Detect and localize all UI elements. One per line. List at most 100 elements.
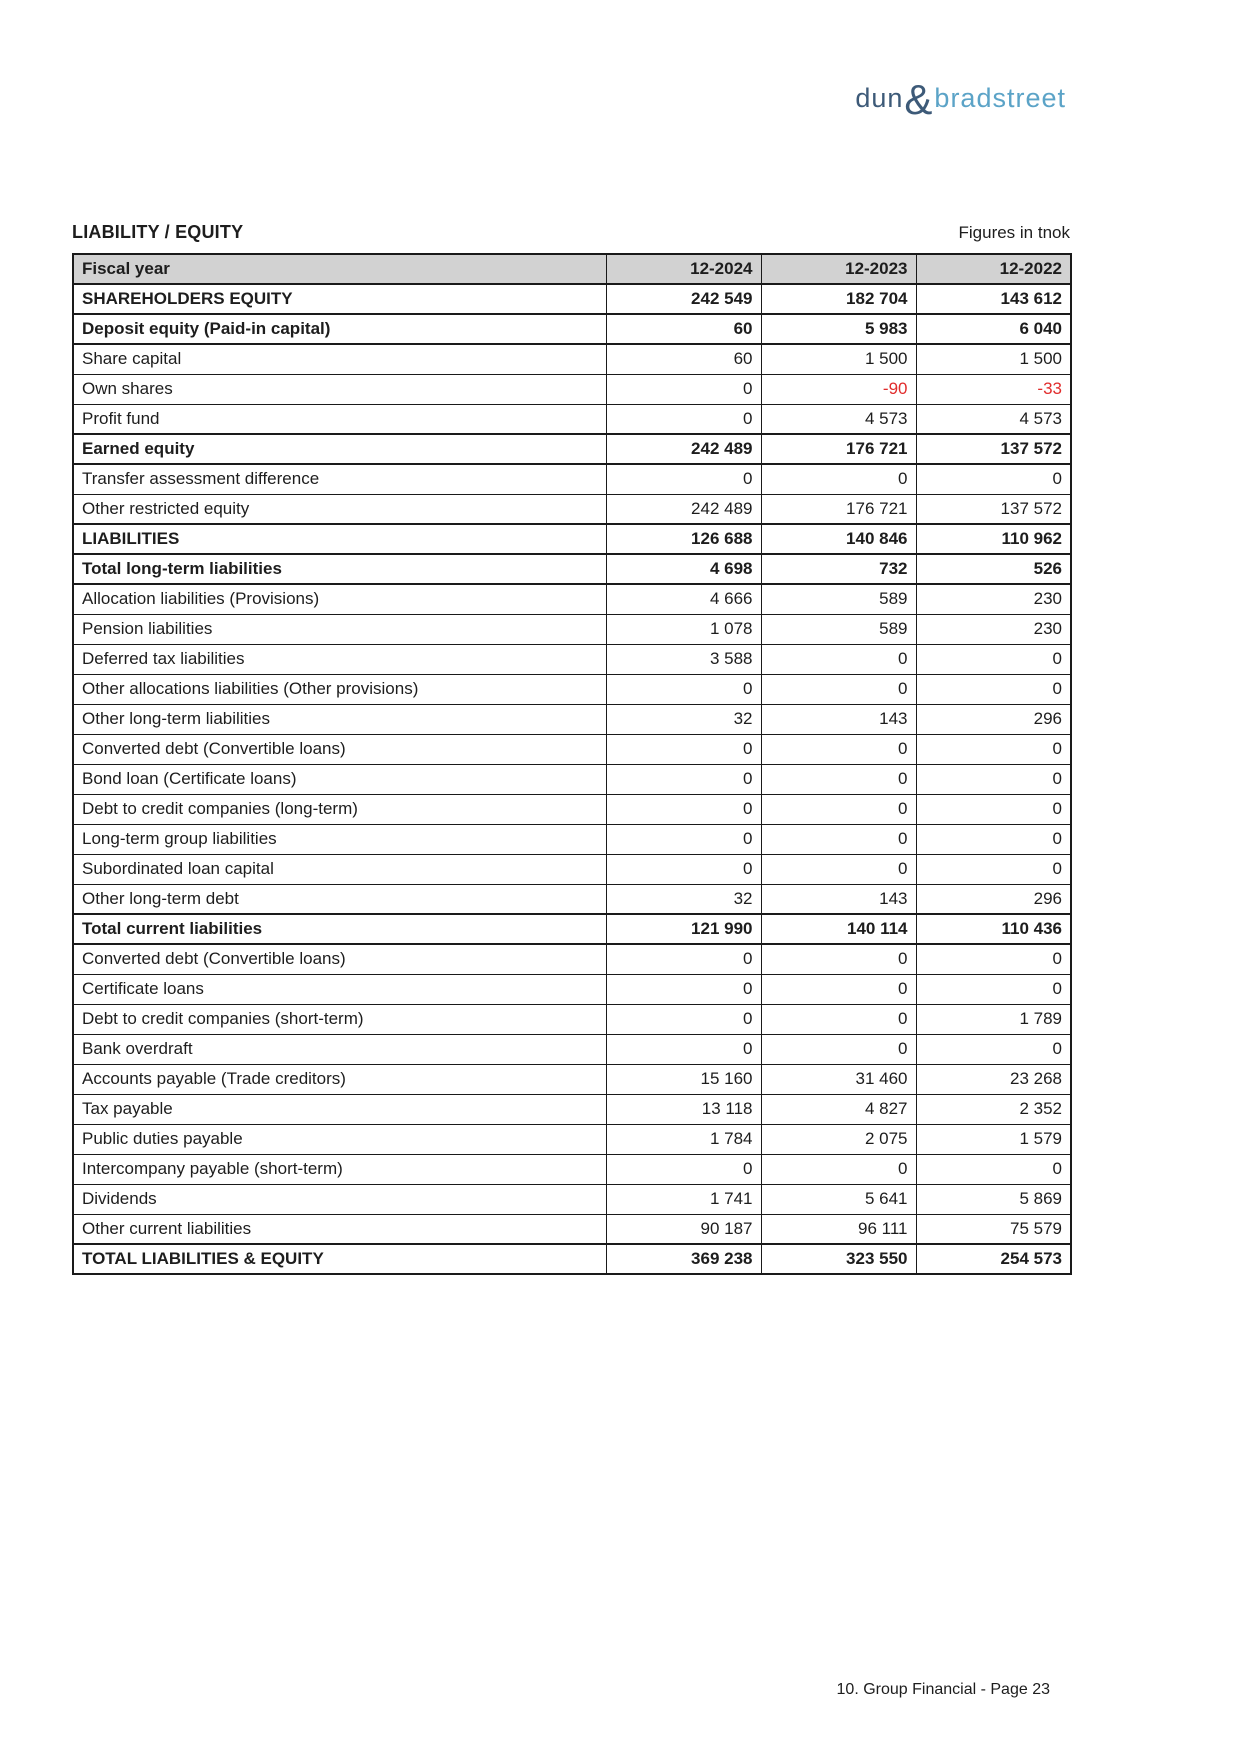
row-label: Transfer assessment difference: [72, 463, 607, 495]
row-label: Converted debt (Convertible loans): [72, 943, 607, 975]
table-row: Profit fund 0 4 573 4 573: [72, 403, 1072, 435]
row-value: 0: [760, 973, 917, 1005]
row-label: Pension liabilities: [72, 613, 607, 645]
row-value: 0: [915, 943, 1072, 975]
row-value: 1 500: [760, 343, 917, 375]
row-value: 0: [915, 733, 1072, 765]
row-value: 4 698: [605, 553, 762, 585]
table-row: Public duties payable 1 784 2 075 1 579: [72, 1123, 1072, 1155]
row-label: TOTAL LIABILITIES & EQUITY: [72, 1243, 607, 1275]
row-value: -90: [760, 373, 917, 405]
row-value: 0: [760, 463, 917, 495]
row-value: 1 784: [605, 1123, 762, 1155]
row-value: 5 869: [915, 1183, 1072, 1215]
row-value: 0: [605, 793, 762, 825]
row-value: 182 704: [760, 283, 917, 315]
table-row: Long-term group liabilities 0 0 0: [72, 823, 1072, 855]
row-value: 254 573: [915, 1243, 1072, 1275]
row-value: 0: [605, 973, 762, 1005]
row-value: 0: [760, 943, 917, 975]
row-value: 0: [915, 463, 1072, 495]
row-value: 1 789: [915, 1003, 1072, 1035]
row-value: 0: [605, 823, 762, 855]
table-row: Total long-term liabilities 4 698 732 526: [72, 553, 1072, 585]
logo-ampersand-icon: &: [904, 76, 934, 123]
table-row: Other long-term liabilities 32 143 296: [72, 703, 1072, 735]
table-row: Bank overdraft 0 0 0: [72, 1033, 1072, 1065]
table-row: Debt to credit companies (short-term) 0 0 1…: [72, 1003, 1072, 1035]
row-label: Other allocations liabilities (Other pro…: [72, 673, 607, 705]
table-row: Bond loan (Certificate loans) 0 0 0: [72, 763, 1072, 795]
table-header-row: Fiscal year 12-2024 12-2023 12-2022: [72, 253, 1072, 285]
logo-text-bradstreet: bradstreet: [934, 83, 1066, 113]
row-label: Subordinated loan capital: [72, 853, 607, 885]
table-row: Deferred tax liabilities 3 588 0 0: [72, 643, 1072, 675]
row-value: 143 612: [915, 283, 1072, 315]
row-value: 1 741: [605, 1183, 762, 1215]
row-value: 0: [605, 1033, 762, 1065]
row-value: 0: [605, 943, 762, 975]
row-value: 0: [915, 823, 1072, 855]
row-value: 1 078: [605, 613, 762, 645]
table-row: Tax payable 13 118 4 827 2 352: [72, 1093, 1072, 1125]
row-label: Bond loan (Certificate loans): [72, 763, 607, 795]
row-value: 15 160: [605, 1063, 762, 1095]
row-value: 2 352: [915, 1093, 1072, 1125]
financial-table: Fiscal year 12-2024 12-2023 12-2022 SHAREH…: [72, 253, 1072, 1275]
row-value: 32: [605, 703, 762, 735]
table-row: Own shares 0 -90 -33: [72, 373, 1072, 405]
row-label: Certificate loans: [72, 973, 607, 1005]
row-value: 0: [915, 1033, 1072, 1065]
table-row: Converted debt (Convertible loans) 0 0 0: [72, 733, 1072, 765]
row-value: 110 436: [915, 913, 1072, 945]
table-row: Other allocations liabilities (Other pro…: [72, 673, 1072, 705]
year-column-header: 12-2024: [605, 253, 762, 285]
title-bar: LIABILITY / EQUITY Figures in tnok: [72, 222, 1070, 243]
table-row: Other restricted equity 242 489 176 721 137…: [72, 493, 1072, 525]
row-value: 5 641: [760, 1183, 917, 1215]
row-value: 0: [760, 643, 917, 675]
row-label: Intercompany payable (short-term): [72, 1153, 607, 1185]
row-label: Debt to credit companies (short-term): [72, 1003, 607, 1035]
row-value: 0: [915, 1153, 1072, 1185]
footer-page-label: 10. Group Financial - Page 23: [836, 1681, 1050, 1698]
row-value: 242 489: [605, 433, 762, 465]
table-row: Subordinated loan capital 0 0 0: [72, 853, 1072, 885]
row-value: 60: [605, 313, 762, 345]
row-value: 96 111: [760, 1213, 917, 1245]
table-row: Other long-term debt 32 143 296: [72, 883, 1072, 915]
row-value: 589: [760, 613, 917, 645]
row-label: SHAREHOLDERS EQUITY: [72, 283, 607, 315]
row-value: 140 114: [760, 913, 917, 945]
row-value: 137 572: [915, 433, 1072, 465]
row-value: 110 962: [915, 523, 1072, 555]
row-value: 0: [760, 673, 917, 705]
table-row: SHAREHOLDERS EQUITY 242 549 182 704 143 612: [72, 283, 1072, 315]
row-label: Own shares: [72, 373, 607, 405]
row-value: 0: [760, 793, 917, 825]
table-row: Share capital 60 1 500 1 500: [72, 343, 1072, 375]
table-container: Fiscal year 12-2024 12-2023 12-2022 SHAREH…: [72, 253, 1072, 1275]
row-label: Total long-term liabilities: [72, 553, 607, 585]
row-value: 0: [915, 973, 1072, 1005]
row-value: 4 573: [760, 403, 917, 435]
row-value: 140 846: [760, 523, 917, 555]
row-value: 137 572: [915, 493, 1072, 525]
row-label: Other long-term liabilities: [72, 703, 607, 735]
table-row: Transfer assessment difference 0 0 0: [72, 463, 1072, 495]
table-row: Deposit equity (Paid-in capital) 60 5 983 6…: [72, 313, 1072, 345]
table-row: Other current liabilities 90 187 96 111 75 …: [72, 1213, 1072, 1245]
row-value: 526: [915, 553, 1072, 585]
row-value: 0: [760, 853, 917, 885]
row-label: LIABILITIES: [72, 523, 607, 555]
row-value: 0: [915, 673, 1072, 705]
row-label: Converted debt (Convertible loans): [72, 733, 607, 765]
row-value: 0: [605, 1153, 762, 1185]
row-value: 323 550: [760, 1243, 917, 1275]
row-value: 0: [605, 853, 762, 885]
table-row: Pension liabilities 1 078 589 230: [72, 613, 1072, 645]
row-value: 23 268: [915, 1063, 1072, 1095]
row-value: 31 460: [760, 1063, 917, 1095]
row-value: 589: [760, 583, 917, 615]
